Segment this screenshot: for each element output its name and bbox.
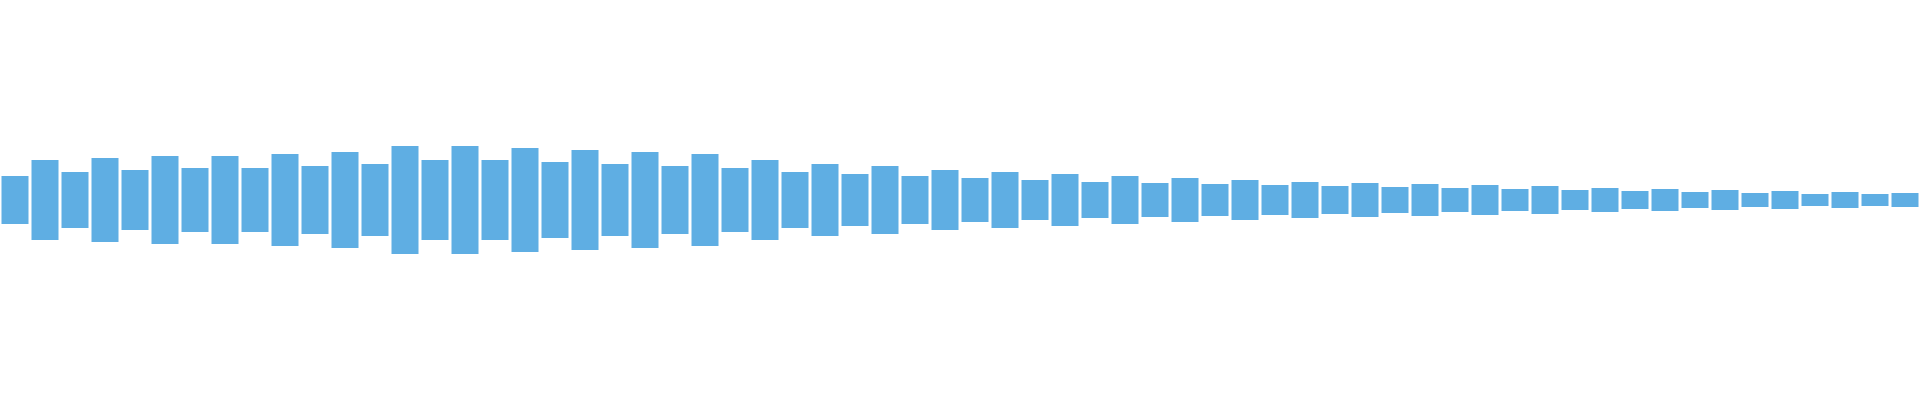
wave-segment [931, 170, 959, 230]
wave-segment [481, 160, 509, 240]
wave-segment [571, 150, 599, 250]
wave-segment [691, 154, 719, 246]
wave-segment [1171, 178, 1199, 222]
wave-segment [31, 160, 59, 240]
wave-segment [1561, 190, 1589, 210]
wave-segment [1501, 189, 1529, 211]
wave-segment [511, 148, 539, 252]
wave-segment [1261, 185, 1289, 215]
wave-segment [301, 166, 329, 234]
wave-segment [1801, 194, 1829, 206]
wave-segment [661, 166, 689, 234]
wave-segment [61, 172, 89, 228]
wave-segment [1111, 176, 1139, 224]
wave-segment [331, 152, 359, 248]
wave-segment [1, 176, 29, 224]
wave-segment [1441, 188, 1469, 212]
wave-segment [181, 168, 209, 232]
wave-segment [1201, 184, 1229, 216]
wave-segment [1321, 186, 1349, 214]
wave-segment [721, 168, 749, 232]
wave-segment [91, 158, 119, 242]
wave-segment [451, 146, 479, 254]
wave-segment [1621, 191, 1649, 209]
wave-segment [991, 172, 1019, 228]
wave-segment [601, 164, 629, 236]
wave-segment [421, 160, 449, 240]
wave-segment [811, 164, 839, 236]
wave-segment [1831, 192, 1859, 208]
wave-segment [1381, 187, 1409, 213]
wave-segment [391, 146, 419, 254]
wave-segment [1591, 188, 1619, 212]
wave-segment [241, 168, 269, 232]
wave-segment [1891, 193, 1919, 207]
wave-segment [1231, 180, 1259, 220]
wave-segment [1651, 189, 1679, 211]
wave-segment [1741, 193, 1769, 207]
wave-segment [211, 156, 239, 244]
wave-segment [151, 156, 179, 244]
wave-segment [541, 162, 569, 238]
wave-segment [1531, 186, 1559, 214]
wave-segment [1411, 184, 1439, 216]
wave-segment [1861, 194, 1889, 206]
wave-segment [961, 178, 989, 222]
wave-segment [841, 174, 869, 226]
wave-segment [1141, 183, 1169, 217]
wave-segment [871, 166, 899, 234]
wave-segment [1711, 190, 1739, 210]
wave-segment [361, 164, 389, 236]
wave-segment [1681, 192, 1709, 208]
wave-segment [1051, 174, 1079, 226]
wave-segment [1081, 182, 1109, 218]
wave-segment [1021, 180, 1049, 220]
wave-segment [901, 176, 929, 224]
wave-segment [271, 154, 299, 246]
wave-segment [1471, 185, 1499, 215]
wave-segment [1351, 183, 1379, 217]
wave-segment [631, 152, 659, 248]
wave-segment [751, 160, 779, 240]
wave-segment [781, 172, 809, 228]
wave-segment [121, 170, 149, 230]
wave-segment [1291, 182, 1319, 218]
wave-segment [1771, 191, 1799, 209]
